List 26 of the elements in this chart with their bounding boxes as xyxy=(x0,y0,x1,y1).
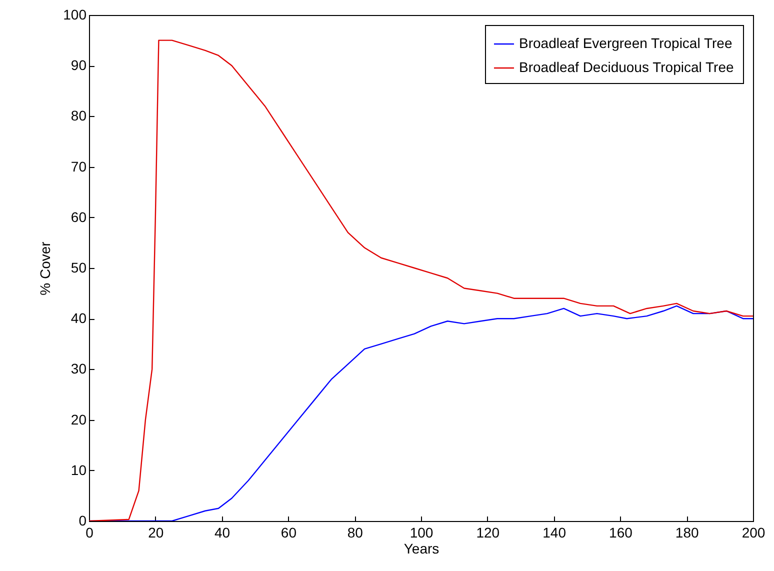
y-tick-label: 10 xyxy=(70,462,87,478)
x-tick-label: 80 xyxy=(347,524,364,540)
y-tick-label: 40 xyxy=(70,310,87,326)
x-tick-label: 160 xyxy=(609,524,633,540)
y-tick-label: 0 xyxy=(78,512,87,528)
x-tick-label: 180 xyxy=(675,524,699,540)
x-tick-label: 120 xyxy=(476,524,500,540)
y-tick-label: 50 xyxy=(70,260,87,276)
y-tick-label: 90 xyxy=(70,57,87,74)
line-series xyxy=(89,40,753,521)
y-tick-label: 80 xyxy=(70,108,87,124)
x-tick-label: 20 xyxy=(148,524,164,540)
y-tick-label: 100 xyxy=(63,6,87,22)
y-tick-label: 70 xyxy=(70,158,87,174)
y-tick-label: 60 xyxy=(70,208,87,225)
x-axis-title: Years xyxy=(404,540,440,556)
x-tick-label: 40 xyxy=(214,524,230,540)
legend-label: Broadleaf Evergreen Tropical Tree xyxy=(519,35,732,51)
x-tick-label: 60 xyxy=(280,524,297,540)
x-tick-label: 100 xyxy=(410,524,434,540)
y-axis-title: % Cover xyxy=(37,241,54,296)
y-tick-label: 30 xyxy=(70,360,87,377)
x-tick-label: 200 xyxy=(742,524,766,540)
x-tick-label: 140 xyxy=(542,524,566,540)
legend-label: Broadleaf Deciduous Tropical Tree xyxy=(519,59,734,75)
y-tick-label: 20 xyxy=(70,411,87,428)
